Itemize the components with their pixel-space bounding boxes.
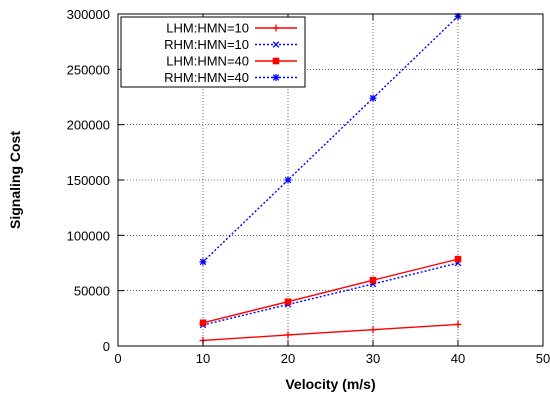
series-line [202, 323, 459, 342]
marker-square [272, 57, 280, 65]
marker-stroke [284, 176, 292, 184]
y-tick-label: 200000 [67, 118, 110, 133]
series-line [202, 15, 459, 263]
axis-ticks: 0 10 20 30 40 50 0 50000 100000 150000 200000 25000… [67, 7, 550, 366]
data-point [272, 24, 280, 32]
data-point [272, 41, 280, 48]
x-tick-label: 10 [196, 351, 210, 366]
y-tick-label: 100000 [67, 228, 110, 243]
x-tick-label: 30 [366, 351, 380, 366]
y-tick-label: 250000 [67, 62, 110, 77]
data-point [199, 319, 207, 327]
marker-stroke [272, 74, 280, 81]
series-3 [199, 255, 462, 327]
x-axis-title: Velocity (m/s) [285, 376, 375, 392]
y-axis-title: Signaling Cost [7, 131, 23, 229]
data-point [272, 74, 280, 81]
y-tick-label: 300000 [67, 7, 110, 22]
data-point [284, 298, 292, 306]
legend-label: LHM:HMN=10 [166, 21, 249, 36]
marker-stroke [199, 258, 207, 266]
x-tick-label: 50 [536, 351, 550, 366]
marker-stroke [369, 94, 377, 102]
data-point [369, 94, 377, 102]
marker-square [284, 298, 292, 306]
data-point [284, 331, 292, 339]
data-point [369, 276, 377, 284]
data-point [454, 320, 462, 328]
y-tick-label: 50000 [74, 284, 110, 299]
series-1 [199, 320, 462, 344]
x-tick-label: 20 [281, 351, 295, 366]
legend-label: RHM:HMN=10 [164, 37, 249, 52]
marker-stroke [272, 41, 280, 48]
data-point [199, 258, 207, 266]
data-point [284, 176, 292, 184]
marker-square [199, 319, 207, 327]
data-point [454, 255, 462, 263]
marker-square [369, 276, 377, 284]
y-tick-label: 0 [103, 339, 110, 354]
legend-label: LHM:HMN=40 [166, 54, 249, 69]
plot-series [199, 12, 462, 344]
y-tick-label: 150000 [67, 173, 110, 188]
grid [118, 14, 543, 346]
marker-square [454, 255, 462, 263]
series-2 [199, 259, 462, 329]
x-tick-label: 40 [451, 351, 465, 366]
legend-label: RHM:HMN=40 [164, 70, 249, 85]
data-point [272, 57, 280, 65]
series-line [202, 262, 459, 326]
data-point [369, 326, 377, 334]
x-tick-label: 0 [114, 351, 121, 366]
series-line [202, 258, 459, 324]
